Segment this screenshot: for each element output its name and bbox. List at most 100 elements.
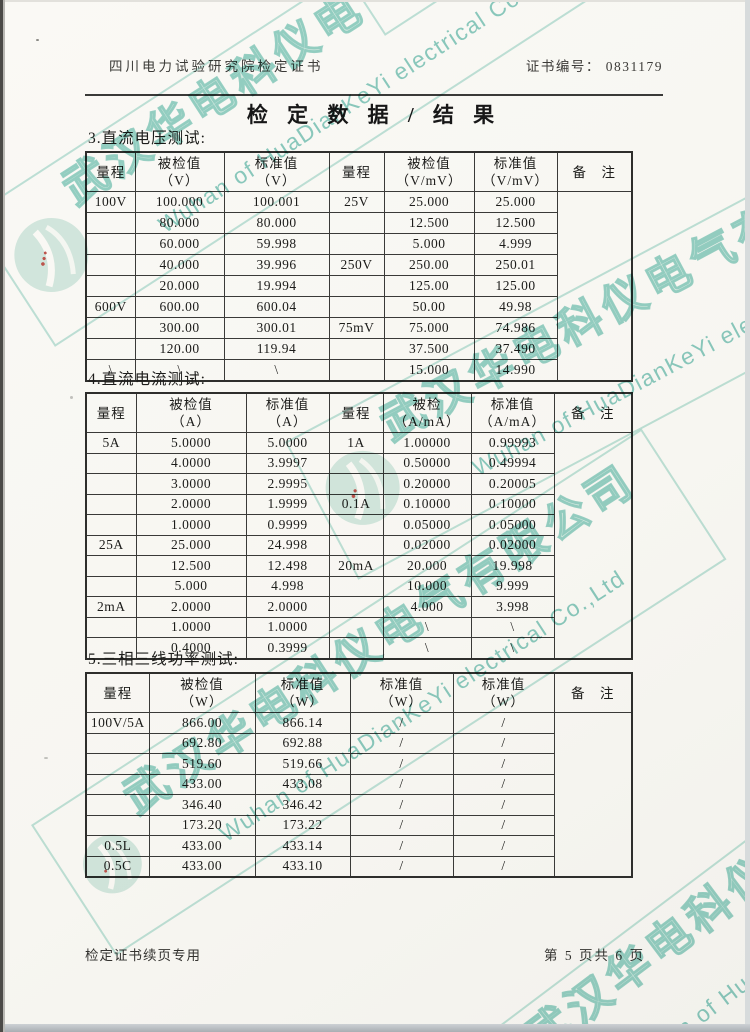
table-cell: /	[349, 732, 454, 754]
table-cell: 0.20005	[470, 473, 555, 495]
table-cell: 12.500	[473, 212, 558, 234]
table-cell: 0.02000	[382, 534, 472, 556]
table-cell	[328, 212, 385, 234]
table-cell	[328, 296, 385, 318]
table-cell	[85, 753, 150, 775]
table-cell	[85, 338, 136, 360]
column-header: 量程	[85, 392, 137, 433]
table-cell: 0.49994	[470, 452, 555, 474]
table-cell: 9.999	[470, 575, 555, 597]
column-header: 标准值 （W）	[254, 672, 351, 713]
dc-current-table: 量程 被检值 （A） 标准值 （A） 量程 被检 （A/mA） 标准值 （A/mA）备 注 5A 5.…	[85, 392, 633, 660]
table-row: 173.20 173.22//	[85, 814, 632, 836]
watermark-stamp: 武汉华电科仪电气有限公司 Wuhan of HuaDianKeYi electr…	[300, 0, 750, 36]
table-cell	[328, 616, 384, 638]
table-row: 346.40 346.42//	[85, 794, 632, 816]
table-cell: /	[452, 835, 555, 857]
table-cell: 346.42	[254, 794, 351, 816]
table-cell: 75.000	[383, 317, 475, 339]
issuer-title: 四川电力试验研究院检定证书	[109, 59, 324, 74]
table-row: 1.0000 1.0000 \ \	[85, 616, 632, 638]
table-cell: 519.60	[148, 753, 256, 775]
table-cell: 2.0000	[135, 493, 247, 515]
table-cell: /	[349, 773, 454, 795]
table-cell	[328, 575, 384, 597]
table-cell: 0.9999	[245, 514, 330, 536]
table-cell: 433.08	[254, 773, 351, 795]
table-cell: 49.98	[473, 296, 558, 318]
table-cell	[85, 555, 137, 577]
table-cell: 173.20	[148, 814, 256, 836]
table-cell: \	[85, 359, 136, 382]
section-heading: 4.直流电流测试:	[88, 371, 206, 388]
table-cell	[328, 275, 385, 297]
table-cell: 75mV	[328, 317, 385, 339]
table-cell: 4.0000	[135, 452, 247, 474]
header-divider	[85, 94, 663, 96]
table-cell: 600.00	[134, 296, 225, 318]
table-row: 12.500 12.498 20mA 20.000 19.998	[85, 555, 632, 577]
section-heading: 5.三相三线功率测试:	[88, 651, 239, 668]
table-cell	[328, 534, 384, 556]
certificate-number: 证书编号： 0831179	[525, 59, 663, 74]
table-cell	[85, 575, 137, 597]
column-header: 被检 （A/mA）	[382, 392, 472, 433]
table-cell	[328, 596, 384, 618]
table-cell: 250.01	[473, 254, 558, 276]
table-cell: 1.00000	[382, 432, 472, 454]
table-cell: 0.05000	[382, 514, 472, 536]
table-cell: 250V	[328, 254, 385, 276]
footer-note: 检定证书续页专用	[85, 948, 201, 963]
table-cell: /	[349, 855, 454, 878]
table-cell: 692.80	[148, 732, 256, 754]
column-header: 标准值 （W）	[349, 672, 454, 713]
table-cell	[85, 493, 137, 515]
column-header: 标准值 （V）	[223, 151, 330, 192]
table-cell: \	[134, 359, 225, 382]
table-cell: 2.0000	[245, 596, 330, 618]
table-cell: /	[452, 855, 555, 878]
table-cell: 1A	[328, 432, 384, 454]
table-row: 100V 100.000 100.001 25V 25.000 25.000	[85, 191, 633, 382]
table-cell: 100.001	[223, 191, 330, 213]
table-row: 20.000 19.994 125.00 125.00	[85, 275, 632, 297]
table-cell: 0.02000	[470, 534, 555, 556]
column-header: 量程	[328, 151, 385, 192]
table-cell: 3.9997	[245, 452, 330, 474]
section-heading: 3.直流电压测试:	[88, 130, 206, 147]
scan-speckle	[70, 396, 73, 399]
table-cell: \	[470, 637, 555, 659]
table-cell: \	[382, 637, 472, 659]
table-cell	[85, 732, 150, 754]
table-cell: 20.000	[134, 275, 225, 297]
table-cell: 433.14	[254, 835, 351, 857]
table-cell: 600V	[85, 296, 136, 318]
table-cell: 3.0000	[135, 473, 247, 495]
table-row: 3.0000 2.9995 0.20000 0.20005	[85, 473, 632, 495]
table-cell: 25A	[85, 534, 137, 556]
table-cell: /	[452, 712, 555, 734]
table-cell: 25.000	[473, 191, 558, 213]
table-row: 2mA 2.0000 2.0000 4.000 3.998	[85, 596, 632, 618]
table-cell: 300.00	[134, 317, 225, 339]
table-cell: /	[349, 794, 454, 816]
column-header: 标准值 （W）	[452, 672, 555, 713]
table-cell: 4.999	[473, 233, 558, 255]
table-cell: 20.000	[382, 555, 472, 577]
table-cell: /	[349, 835, 454, 857]
table-cell: 4.998	[245, 575, 330, 597]
table-cell: \	[382, 616, 472, 638]
header-row: 量程 被检值 （A） 标准值 （A） 量程 被检 （A/mA） 标准值 （A/mA）备 注	[85, 392, 633, 433]
table-cell: 600.04	[223, 296, 330, 318]
table-cell: \	[223, 359, 330, 382]
table-cell	[85, 514, 137, 536]
table-cell	[85, 794, 150, 816]
table-cell: 4.000	[382, 596, 472, 618]
table-row: 692.80 692.88//	[85, 732, 632, 754]
scan-edge-left-light	[3, 0, 5, 1032]
column-header: 被检值 （A）	[135, 392, 247, 433]
table-cell	[328, 452, 384, 474]
column-header: 标准值 （A/mA）	[470, 392, 555, 433]
table-cell: 346.40	[148, 794, 256, 816]
column-header: 备 注	[553, 672, 633, 713]
